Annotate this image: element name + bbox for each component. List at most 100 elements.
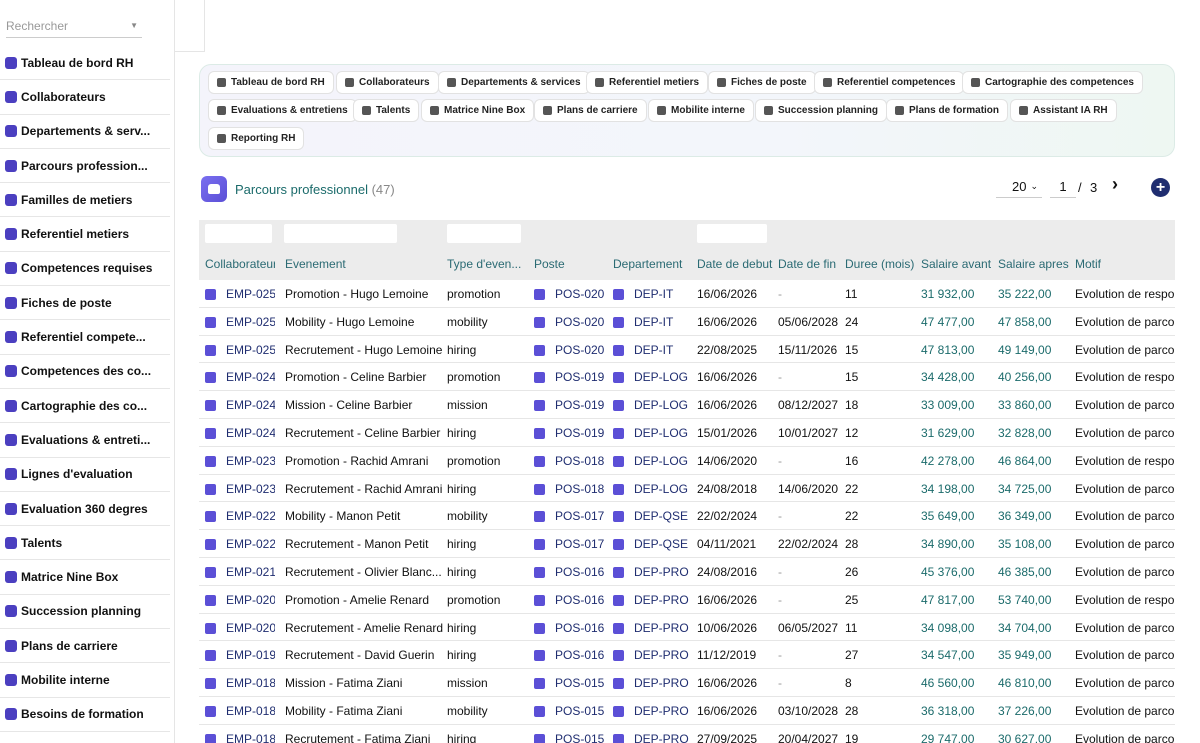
sidebar-item[interactable]: Tableau de bord RH: [0, 46, 170, 81]
cell-link[interactable]: EMP-025: [226, 342, 275, 357]
record-link-icon[interactable]: [534, 566, 545, 578]
record-link-icon[interactable]: [205, 566, 216, 578]
sidebar-item[interactable]: Mobilite interne: [0, 663, 170, 698]
cell-link[interactable]: DEP-LOG: [634, 453, 689, 468]
column-header[interactable]: Evenement: [285, 257, 346, 271]
record-link-icon[interactable]: [534, 455, 545, 467]
cell-link[interactable]: POS-018: [555, 453, 605, 468]
table-row[interactable]: EMP-022 Mobility - Manon Petit mobility POS…: [199, 502, 1175, 531]
record-link-icon[interactable]: [534, 344, 545, 356]
cell-link[interactable]: POS-016: [555, 564, 605, 579]
record-link-icon[interactable]: [534, 650, 545, 662]
cell-link[interactable]: EMP-021: [226, 564, 275, 579]
record-link-icon[interactable]: [205, 455, 216, 467]
record-link-icon[interactable]: [613, 678, 624, 690]
cell-link[interactable]: EMP-019: [226, 648, 275, 663]
nav-pill[interactable]: Collaborateurs: [336, 71, 439, 94]
record-link-icon[interactable]: [613, 372, 624, 384]
nav-pill[interactable]: Plans de carriere: [534, 99, 647, 122]
sidebar-item[interactable]: Competences requises: [0, 252, 170, 287]
cell-link[interactable]: EMP-024: [226, 425, 275, 440]
cell-link[interactable]: EMP-020: [226, 620, 275, 635]
record-link-icon[interactable]: [205, 427, 216, 439]
record-link-icon[interactable]: [613, 622, 624, 634]
next-page-icon[interactable]: ›: [1112, 174, 1118, 194]
nav-pill[interactable]: Referentiel metiers: [586, 71, 709, 94]
table-row[interactable]: EMP-019 Recrutement - David Guerin hiring P…: [199, 641, 1175, 670]
nav-pill[interactable]: Reporting RH: [208, 127, 305, 150]
cell-link[interactable]: DEP-IT: [634, 314, 674, 329]
nav-pill[interactable]: Assistant IA RH: [1010, 99, 1117, 122]
table-row[interactable]: EMP-024 Recrutement - Celine Barbier hirin…: [199, 419, 1175, 447]
nav-pill[interactable]: Talents: [353, 99, 420, 122]
cell-link[interactable]: POS-015: [555, 703, 605, 718]
sidebar-item[interactable]: Matrice Nine Box: [0, 560, 170, 595]
sidebar-item[interactable]: Departements & serv...: [0, 115, 170, 149]
record-link-icon[interactable]: [534, 594, 545, 606]
cell-link[interactable]: EMP-023: [226, 481, 275, 496]
nav-pill[interactable]: Departements & services: [438, 71, 590, 94]
column-header[interactable]: Salaire apres: [998, 257, 1069, 271]
cell-link[interactable]: DEP-PRO: [634, 731, 689, 743]
record-link-icon[interactable]: [534, 705, 545, 717]
record-link-icon[interactable]: [534, 622, 545, 634]
sidebar-item[interactable]: Succession planning: [0, 595, 170, 630]
column-header[interactable]: Duree (mois): [845, 257, 915, 271]
cell-link[interactable]: POS-015: [555, 731, 605, 743]
cell-link[interactable]: DEP-QSE: [634, 509, 689, 524]
record-link-icon[interactable]: [534, 511, 545, 523]
record-link-icon[interactable]: [205, 650, 216, 662]
record-link-icon[interactable]: [613, 733, 624, 743]
filter-date-debut[interactable]: [697, 224, 767, 243]
sidebar-item[interactable]: Lignes d'evaluation: [0, 458, 170, 492]
record-link-icon[interactable]: [205, 344, 216, 356]
filter-evenement[interactable]: [284, 224, 397, 243]
cell-link[interactable]: DEP-PRO: [634, 564, 689, 579]
cell-link[interactable]: DEP-LOG: [634, 425, 689, 440]
cell-link[interactable]: DEP-PRO: [634, 648, 689, 663]
nav-pill[interactable]: Mobilite interne: [648, 99, 754, 122]
column-header[interactable]: Poste: [534, 257, 565, 271]
cell-link[interactable]: EMP-022: [226, 509, 275, 524]
record-link-icon[interactable]: [534, 372, 545, 384]
sidebar-item[interactable]: Cartographie des co...: [0, 389, 170, 424]
cell-link[interactable]: POS-016: [555, 592, 605, 607]
record-link-icon[interactable]: [534, 400, 545, 412]
column-header[interactable]: Date de debut: [697, 257, 773, 271]
nav-pill[interactable]: Referentiel competences: [814, 71, 965, 94]
sidebar-item[interactable]: Parcours profession...: [0, 149, 170, 184]
table-row[interactable]: EMP-018 Recrutement - Fatima Ziani hiring P…: [199, 725, 1175, 743]
table-row[interactable]: EMP-021 Recrutement - Olivier Blanc... hir…: [199, 558, 1175, 586]
cell-link[interactable]: EMP-024: [226, 370, 275, 385]
sidebar-item[interactable]: Evaluations & entreti...: [0, 423, 170, 458]
cell-link[interactable]: DEP-LOG: [634, 481, 689, 496]
record-link-icon[interactable]: [534, 289, 545, 300]
page-number-input[interactable]: 1: [1050, 176, 1076, 198]
page-size-select[interactable]: 20 ⌄: [996, 176, 1042, 198]
cell-link[interactable]: DEP-QSE: [634, 537, 689, 552]
record-link-icon[interactable]: [534, 733, 545, 743]
record-link-icon[interactable]: [613, 705, 624, 717]
column-header[interactable]: Departement: [613, 257, 683, 271]
record-link-icon[interactable]: [205, 733, 216, 743]
table-row[interactable]: EMP-024 Promotion - Celine Barbier promoti…: [199, 363, 1175, 392]
filter-collaborateur[interactable]: [205, 224, 272, 243]
sidebar-item[interactable]: Besoins de formation: [0, 698, 170, 732]
record-link-icon[interactable]: [613, 427, 624, 439]
cell-link[interactable]: EMP-025: [226, 314, 275, 329]
table-row[interactable]: EMP-018 Mobility - Fatima Ziani mobility PO…: [199, 697, 1175, 725]
table-row[interactable]: EMP-024 Mission - Celine Barbier mission PO…: [199, 391, 1175, 419]
record-link-icon[interactable]: [613, 455, 624, 467]
column-header[interactable]: Motif: [1075, 257, 1102, 271]
record-link-icon[interactable]: [205, 511, 216, 523]
cell-link[interactable]: POS-019: [555, 398, 605, 413]
nav-pill[interactable]: Matrice Nine Box: [421, 99, 535, 122]
sidebar-item[interactable]: Plans de carriere: [0, 629, 170, 664]
record-link-icon[interactable]: [205, 594, 216, 606]
record-link-icon[interactable]: [205, 289, 216, 300]
cell-link[interactable]: DEP-IT: [634, 342, 674, 357]
cell-link[interactable]: POS-020: [555, 287, 605, 301]
record-link-icon[interactable]: [205, 372, 216, 384]
search-select[interactable]: Rechercher ▼: [6, 14, 142, 38]
cell-link[interactable]: EMP-023: [226, 453, 275, 468]
